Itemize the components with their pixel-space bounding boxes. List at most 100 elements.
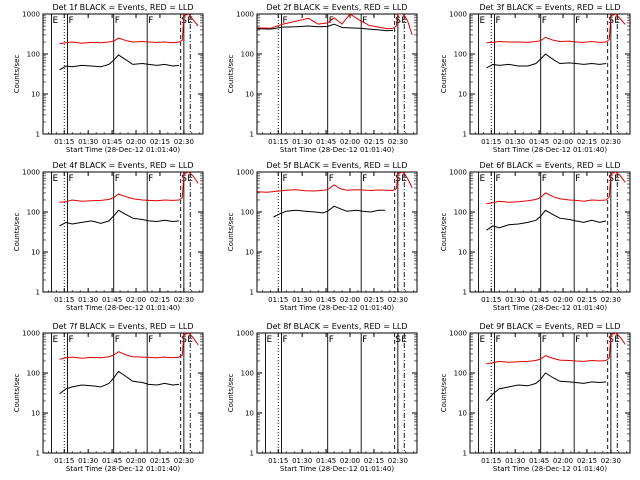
plot-frame <box>42 171 204 293</box>
series-line-lld <box>486 14 626 44</box>
y-tick-label: 100 <box>241 209 254 217</box>
chart-title: Det 6f BLACK = Events, RED = LLD <box>479 161 620 170</box>
x-tick-label: 01:45 <box>529 138 549 146</box>
x-tick-label: 02:30 <box>601 296 621 304</box>
eclipse-flag: E <box>52 335 58 345</box>
y-tick-label: 1000 <box>22 11 40 19</box>
saa-eclipse-flag: E <box>614 335 620 345</box>
chart-title: Det 9f BLACK = Events, RED = LLD <box>479 322 620 331</box>
saa-eclipse-flag: E <box>401 335 407 345</box>
fov-flag: F <box>148 16 153 26</box>
series-line-lld <box>257 14 413 36</box>
x-tick-label: 01:45 <box>529 457 549 465</box>
plot-frame <box>469 332 631 454</box>
x-tick-label: 01:15 <box>481 138 501 146</box>
y-tick-label: 10 <box>458 410 467 418</box>
x-tick-label: 01:30 <box>78 138 98 146</box>
x-tick-label: 01:45 <box>316 138 336 146</box>
panel-det-1: Det 1f BLACK = Events, RED = LLD 1 10 100 10… <box>13 3 204 154</box>
fov-flag: F <box>575 16 580 26</box>
y-tick-label: 100 <box>454 51 467 59</box>
y-axis-label: Counts/sec <box>13 374 21 413</box>
series-line-lld <box>486 172 626 205</box>
y-tick-label: 1 <box>250 450 254 458</box>
y-tick-label: 100 <box>27 370 40 378</box>
y-axis-label: Counts/sec <box>227 374 235 413</box>
x-tick-label: 02:15 <box>577 138 597 146</box>
y-tick-label: 1 <box>463 131 467 139</box>
x-tick-label: 02:30 <box>174 457 194 465</box>
x-axis-label: Start Time (28-Dec-12 01:01:40) <box>280 304 394 312</box>
x-tick-label: 02:15 <box>577 296 597 304</box>
eclipse-flag: E <box>52 174 58 184</box>
y-tick-label: 10 <box>245 410 254 418</box>
series-line-lld <box>59 172 199 203</box>
plot-frame <box>469 13 631 135</box>
y-tick-label: 10 <box>31 410 40 418</box>
panel-det-4: Det 4f BLACK = Events, RED = LLD 1 10 100 10… <box>13 161 204 312</box>
x-tick-label: 01:30 <box>292 296 312 304</box>
fov-flag: F <box>148 335 153 345</box>
x-tick-label: 01:45 <box>316 457 336 465</box>
y-tick-label: 1000 <box>22 330 40 338</box>
saa-flag: S <box>608 174 614 184</box>
x-tick-label: 01:15 <box>54 296 74 304</box>
eclipse-flag: E <box>479 335 485 345</box>
y-tick-label: 1000 <box>236 330 254 338</box>
x-tick-label: 01:30 <box>78 457 98 465</box>
x-tick-label: 02:30 <box>388 138 408 146</box>
chart-title: Det 1f BLACK = Events, RED = LLD <box>52 3 193 12</box>
y-tick-label: 1000 <box>449 169 467 177</box>
fov-flag: F <box>282 174 287 184</box>
x-tick-label: 02:30 <box>601 138 621 146</box>
y-tick-label: 10 <box>245 249 254 257</box>
x-tick-label: 01:30 <box>292 457 312 465</box>
x-tick-label: 02:15 <box>150 457 170 465</box>
x-tick-label: 01:45 <box>102 138 122 146</box>
series-line-events <box>59 370 180 395</box>
x-axis-label: Start Time (28-Dec-12 01:01:40) <box>493 465 607 473</box>
x-tick-label: 02:30 <box>388 457 408 465</box>
plot-frame <box>256 13 418 135</box>
y-tick-label: 100 <box>454 209 467 217</box>
x-tick-label: 01:30 <box>292 138 312 146</box>
saa-flag: S <box>608 335 614 345</box>
fov-flag: F <box>115 335 120 345</box>
fov-flag: F <box>362 16 367 26</box>
x-axis-label: Start Time (28-Dec-12 01:01:40) <box>493 146 607 154</box>
x-tick-label: 01:30 <box>505 457 525 465</box>
y-axis-label: Counts/sec <box>227 213 235 252</box>
saa-eclipse-flag: E <box>614 174 620 184</box>
x-tick-label: 01:15 <box>268 457 288 465</box>
fov-flag: F <box>329 16 334 26</box>
plot-frame <box>42 13 204 135</box>
fov-flag: F <box>282 335 287 345</box>
panel-det-8: Det 8f BLACK = Events, RED = LLD 1 10 100 10… <box>227 322 418 473</box>
x-tick-label: 02:15 <box>577 457 597 465</box>
y-tick-label: 1 <box>463 450 467 458</box>
y-axis-label: Counts/sec <box>440 55 448 94</box>
y-axis-label: Counts/sec <box>440 213 448 252</box>
saa-eclipse-flag: E <box>401 174 407 184</box>
y-tick-label: 1 <box>250 131 254 139</box>
series-line-events <box>273 205 386 218</box>
series-line-events <box>59 209 180 227</box>
saa-eclipse-flag: E <box>401 16 407 26</box>
x-tick-label: 01:45 <box>316 296 336 304</box>
x-axis-label: Start Time (28-Dec-12 01:01:40) <box>280 465 394 473</box>
y-tick-label: 1 <box>250 289 254 297</box>
fov-flag: F <box>329 335 334 345</box>
x-tick-label: 01:30 <box>78 296 98 304</box>
eclipse-flag: E <box>266 335 272 345</box>
y-axis-label: Counts/sec <box>227 55 235 94</box>
saa-flag: S <box>608 16 614 26</box>
x-axis-label: Start Time (28-Dec-12 01:01:40) <box>66 465 180 473</box>
x-axis-label: Start Time (28-Dec-12 01:01:40) <box>493 304 607 312</box>
fov-flag: F <box>362 335 367 345</box>
panel-det-2: Det 2f BLACK = Events, RED = LLD 1 10 100 10… <box>227 3 418 154</box>
y-tick-label: 1 <box>463 289 467 297</box>
panel-det-5: Det 5f BLACK = Events, RED = LLD 1 10 100 10… <box>227 161 418 312</box>
saa-flag: S <box>395 335 401 345</box>
series-line-events <box>257 23 394 32</box>
